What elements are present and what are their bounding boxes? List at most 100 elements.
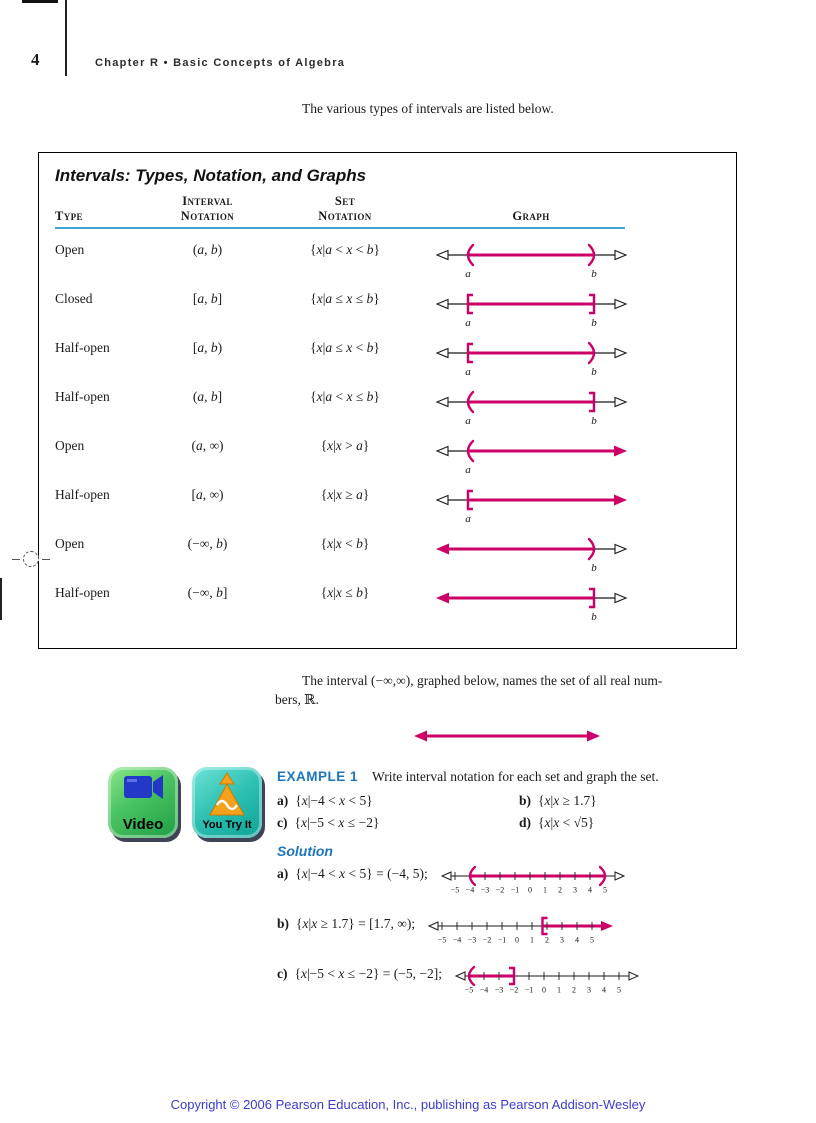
set-notation-cell: {x|x < b} bbox=[320, 536, 370, 552]
column-header-graph: Graph bbox=[512, 209, 550, 223]
solution-key: c) bbox=[277, 966, 288, 981]
svg-text:0: 0 bbox=[528, 886, 532, 895]
you-try-it-icon-button[interactable]: You Try It bbox=[192, 767, 262, 838]
column-header-set-notation: Set Notation bbox=[318, 194, 372, 223]
numberline-graph: −5 −4 −3 −2 −1 0 1 2 3 4 5 bbox=[440, 865, 625, 895]
example-item: d) {x|x < √5} bbox=[519, 815, 755, 831]
running-head: Chapter R • Basic Concepts of Algebra bbox=[95, 57, 346, 69]
double-arrow-line bbox=[414, 730, 600, 742]
you-try-it-icon-label: You Try It bbox=[202, 819, 252, 831]
svg-text:3: 3 bbox=[587, 986, 591, 995]
item-expression: {x|−5 < x ≤ −2} bbox=[294, 815, 380, 830]
svg-text:b: b bbox=[591, 415, 597, 427]
solution-label: Solution bbox=[277, 843, 333, 859]
solution-key: b) bbox=[277, 916, 290, 931]
svg-text:5: 5 bbox=[603, 886, 607, 895]
interval-type-cell: Half-open bbox=[55, 487, 110, 503]
interval-table-rows: Open (a, b) {x|a < x < b} a b Closed [a, b] {x|… bbox=[55, 236, 637, 628]
interval-notation-cell: (−∞, b) bbox=[187, 536, 228, 552]
solution-key: a) bbox=[277, 866, 289, 881]
interval-table-row: Closed [a, b] {x|a ≤ x ≤ b} a b bbox=[55, 285, 637, 334]
item-key: b) bbox=[519, 793, 532, 808]
interval-notation-cell: [a, b) bbox=[192, 340, 223, 356]
page-number: 4 bbox=[31, 50, 40, 69]
example-item: c) {x|−5 < x ≤ −2} bbox=[277, 815, 519, 831]
svg-text:a: a bbox=[465, 415, 471, 427]
graph-cell: b bbox=[425, 530, 637, 574]
svg-text:4: 4 bbox=[602, 986, 606, 995]
video-icon-label: Video bbox=[122, 816, 164, 833]
interval-table-title: Intervals: Types, Notation, and Graphs bbox=[55, 166, 367, 185]
set-notation-cell: {x|a < x ≤ b} bbox=[310, 389, 380, 405]
svg-text:4: 4 bbox=[575, 936, 579, 945]
svg-text:−4: −4 bbox=[453, 936, 462, 945]
svg-text:−1: −1 bbox=[510, 886, 519, 895]
interval-notation-cell: (a, b) bbox=[192, 242, 223, 258]
interval-type-cell: Half-open bbox=[55, 585, 110, 601]
real-numbers-paragraph: The interval (−∞,∞), graphed below, name… bbox=[275, 673, 663, 707]
item-expression: {x|−4 < x < 5} bbox=[295, 793, 373, 808]
column-header-interval-notation: Interval Notation bbox=[180, 194, 235, 223]
svg-text:a: a bbox=[465, 366, 471, 378]
svg-text:−5: −5 bbox=[465, 986, 474, 995]
solution-rows: a) {x|−4 < x < 5} = (−4, 5); −5 −4 −3 −2 −1 0 1 2… bbox=[277, 865, 755, 999]
header-underline-rule bbox=[55, 227, 625, 230]
interval-table-row: Open (−∞, b) {x|x < b} b bbox=[55, 530, 637, 579]
svg-text:−1: −1 bbox=[498, 936, 507, 945]
example-block: EXAMPLE 1 Write interval notation for ea… bbox=[277, 769, 755, 1016]
interval-notation-cell: (a, b] bbox=[192, 389, 223, 405]
svg-text:0: 0 bbox=[515, 936, 519, 945]
interval-table: Intervals: Types, Notation, and Graphs T… bbox=[38, 152, 737, 649]
graph-cell: a bbox=[425, 481, 637, 525]
svg-text:1: 1 bbox=[557, 986, 561, 995]
video-icon-button[interactable]: Video bbox=[108, 767, 178, 838]
svg-text:−3: −3 bbox=[480, 886, 489, 895]
svg-text:a: a bbox=[465, 317, 471, 329]
registration-circle bbox=[23, 551, 39, 567]
set-notation-cell: {x|x > a} bbox=[320, 438, 370, 454]
svg-text:2: 2 bbox=[558, 886, 562, 895]
svg-text:1: 1 bbox=[543, 886, 547, 895]
svg-text:a: a bbox=[465, 513, 471, 525]
interval-table-row: Half-open [a, b) {x|a ≤ x < b} a b bbox=[55, 334, 637, 383]
graph-cell: b bbox=[425, 579, 637, 623]
svg-text:−4: −4 bbox=[465, 886, 474, 895]
graph-cell: a bbox=[425, 432, 637, 476]
interval-notation-cell: (a, ∞) bbox=[191, 438, 224, 454]
set-notation-cell: {x|x ≤ b} bbox=[320, 585, 370, 601]
interval-graph: b bbox=[435, 587, 627, 623]
svg-text:−2: −2 bbox=[483, 936, 492, 945]
svg-text:a: a bbox=[465, 268, 471, 280]
example-item: b) {x|x ≥ 1.7} bbox=[519, 793, 755, 809]
svg-text:−3: −3 bbox=[468, 936, 477, 945]
triangle-wave-icon bbox=[192, 771, 262, 822]
svg-text:5: 5 bbox=[617, 986, 621, 995]
svg-text:−3: −3 bbox=[495, 986, 504, 995]
example-label: EXAMPLE 1 bbox=[277, 769, 359, 784]
item-key: a) bbox=[277, 793, 289, 808]
svg-text:3: 3 bbox=[573, 886, 577, 895]
intro-sentence: The various types of intervals are liste… bbox=[302, 101, 554, 116]
interval-table-row: Open (a, b) {x|a < x < b} a b bbox=[55, 236, 637, 285]
solution-expression: {x|x ≥ 1.7} = [1.7, ∞); bbox=[296, 916, 416, 931]
interval-type-cell: Half-open bbox=[55, 389, 110, 405]
interval-type-cell: Open bbox=[55, 438, 85, 454]
interval-table-row: Half-open (−∞, b] {x|x ≤ b} b bbox=[55, 579, 637, 628]
svg-text:−1: −1 bbox=[525, 986, 534, 995]
example-items: a) {x|−4 < x < 5} b) {x|x ≥ 1.7} c) {x|−5 < x… bbox=[277, 793, 755, 831]
svg-text:−5: −5 bbox=[450, 886, 459, 895]
svg-text:b: b bbox=[591, 317, 597, 329]
example-item: a) {x|−4 < x < 5} bbox=[277, 793, 519, 809]
interval-notation-cell: [a, ∞) bbox=[191, 487, 224, 503]
interval-table-header: Type Interval Notation Set Notation Grap… bbox=[55, 194, 637, 224]
svg-text:−5: −5 bbox=[438, 936, 447, 945]
solution-expression: {x|−4 < x < 5} = (−4, 5); bbox=[295, 866, 428, 881]
svg-text:2: 2 bbox=[572, 986, 576, 995]
interval-table-row: Half-open [a, ∞) {x|x ≥ a} a bbox=[55, 481, 637, 530]
header-divider-line bbox=[65, 0, 67, 76]
